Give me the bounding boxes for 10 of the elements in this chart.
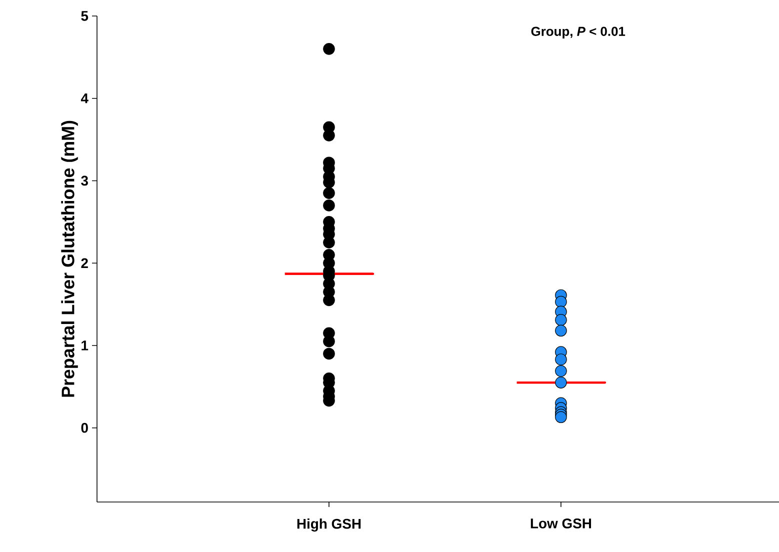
y-tick-label: 1	[82, 340, 88, 350]
x-tick-label: Low GSH	[530, 518, 592, 528]
x-tick-label: High GSH	[297, 518, 361, 532]
y-tick-label: 5	[81, 11, 88, 21]
y-tick-label: 0	[81, 422, 88, 433]
y-tick-label: 2	[81, 258, 88, 268]
y-tick-label: 4	[80, 94, 88, 104]
y-axis-title: Prepartal Liver Glutathione (mM)	[61, 120, 78, 397]
y-tick-label: 3	[81, 176, 88, 186]
annotation: Group, P < 0.01	[531, 26, 626, 39]
